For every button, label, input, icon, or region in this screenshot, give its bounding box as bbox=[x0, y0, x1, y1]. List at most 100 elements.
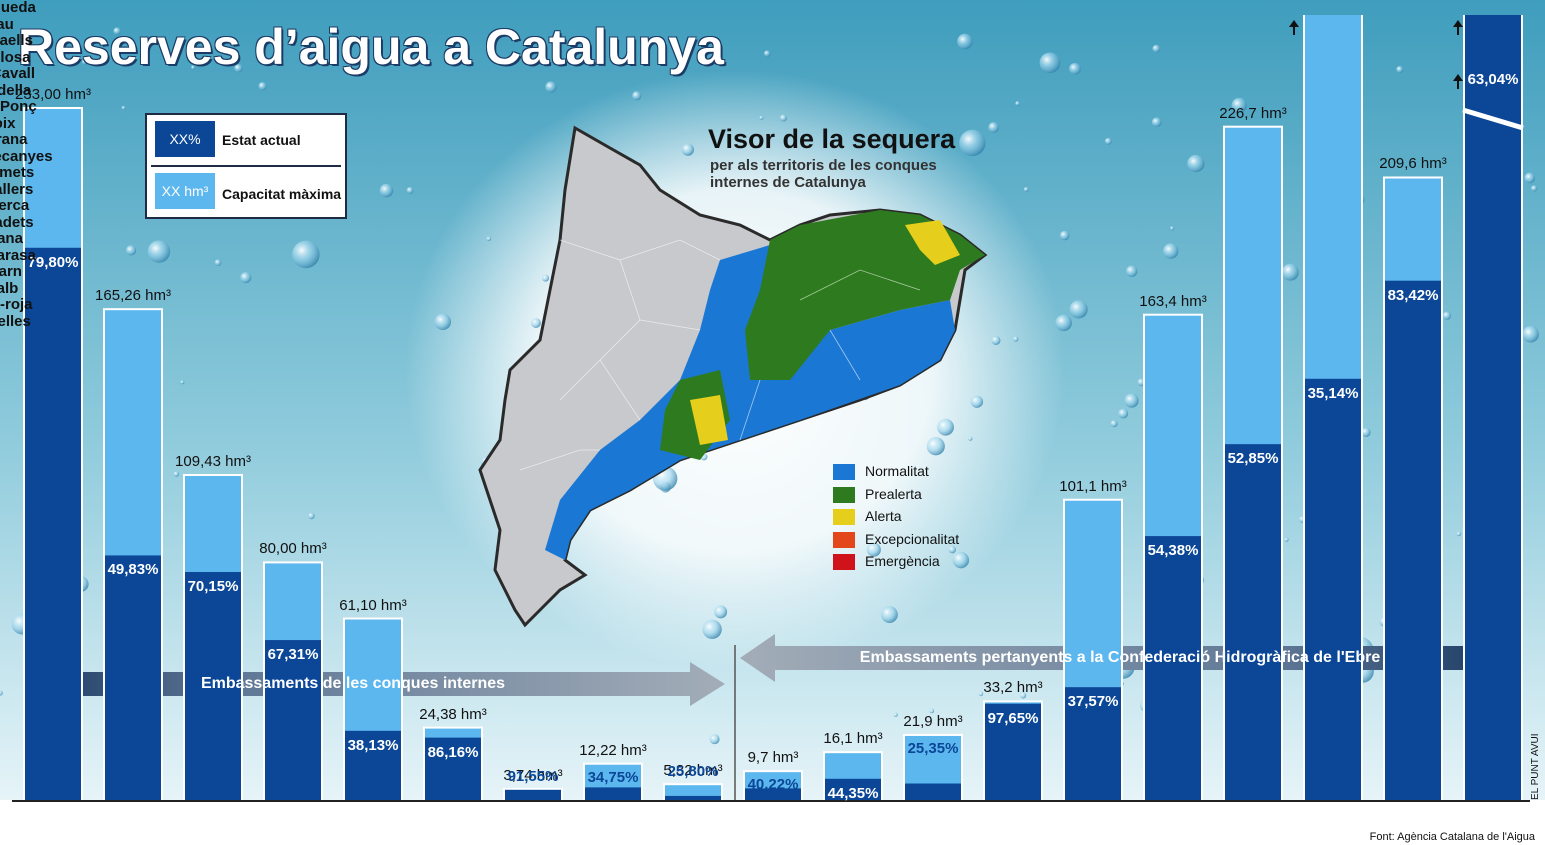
water-drop bbox=[180, 380, 185, 385]
category-text: Boadella bbox=[0, 81, 32, 99]
water-drop bbox=[948, 545, 956, 554]
current-bar bbox=[665, 795, 721, 800]
map-title: Visor de la sequera bbox=[708, 124, 956, 154]
capacity-label: 163,4 hm³ bbox=[1139, 292, 1207, 310]
water-drop bbox=[759, 115, 764, 120]
category-label: Riudecanyes bbox=[0, 148, 53, 166]
break-mark bbox=[1462, 107, 1524, 131]
water-drop bbox=[258, 82, 267, 91]
map-subtitle: per als territoris de les conques intern… bbox=[710, 157, 937, 191]
water-drop bbox=[1281, 263, 1299, 281]
water-drop bbox=[1013, 336, 1019, 342]
water-drop bbox=[1442, 311, 1452, 320]
category-label: Sau bbox=[0, 15, 40, 34]
water-drop bbox=[147, 240, 171, 263]
category-text: Susqueda bbox=[0, 0, 36, 16]
current-bar bbox=[585, 787, 641, 800]
water-drop bbox=[957, 33, 973, 50]
capacity-label: 21,9 hm³ bbox=[903, 712, 963, 730]
water-drop bbox=[531, 318, 541, 328]
category-text: La Baells bbox=[0, 32, 33, 49]
water-drop bbox=[1152, 44, 1161, 53]
legend-swatch: XX% bbox=[155, 121, 215, 157]
map-region-normal bbox=[545, 245, 955, 560]
water-drop bbox=[125, 245, 137, 256]
category-label: Talarn bbox=[0, 263, 40, 281]
water-drop bbox=[0, 122, 5, 128]
category-text: Oliana bbox=[0, 230, 23, 247]
water-drop bbox=[434, 313, 452, 331]
bars bbox=[23, 15, 1523, 801]
capacity-label: 101,1 hm³ bbox=[1059, 477, 1127, 495]
current-bar bbox=[265, 640, 321, 800]
water-drop bbox=[1151, 117, 1162, 128]
percent-label: 91,55% bbox=[507, 767, 559, 785]
water-drop bbox=[1361, 427, 1371, 437]
overflow-arrow bbox=[1453, 20, 1463, 35]
category-label: Oliana bbox=[0, 230, 40, 248]
category-label: Canelles bbox=[0, 313, 40, 331]
category-text: Sau bbox=[0, 15, 14, 33]
water-drop bbox=[978, 691, 984, 697]
water-drop bbox=[681, 143, 695, 156]
water-drop bbox=[1059, 230, 1070, 241]
water-drop bbox=[308, 512, 315, 520]
percent-label: 83,42% bbox=[1387, 286, 1439, 304]
category-text: Siurana bbox=[0, 131, 28, 148]
chart-title: Reserves d’aigua a Catalunya bbox=[18, 19, 724, 75]
current-bar bbox=[1305, 378, 1361, 800]
water-drop bbox=[880, 606, 898, 623]
category-text: Foix bbox=[0, 114, 16, 132]
water-drop bbox=[1069, 62, 1081, 75]
overflow-arrow bbox=[1453, 74, 1463, 89]
percent-label: 37,57% bbox=[1067, 692, 1119, 710]
current-bar bbox=[1225, 444, 1281, 800]
category-text: Riba-roja bbox=[0, 296, 33, 313]
current-bar bbox=[185, 572, 241, 800]
water-drop bbox=[893, 712, 898, 717]
capacity-label: 16,1 hm³ bbox=[823, 729, 883, 747]
legend-key: XX hm³ bbox=[161, 183, 209, 199]
capacity-label: 9,7 hm³ bbox=[747, 748, 799, 766]
overflow-markers bbox=[1289, 20, 1524, 131]
map bbox=[478, 125, 988, 628]
water-drop bbox=[714, 605, 728, 619]
capacity-label: 5,32 hm³ bbox=[663, 761, 723, 779]
water-drop bbox=[991, 335, 1001, 345]
map-region-alert bbox=[690, 395, 728, 445]
water-drop bbox=[1020, 692, 1027, 699]
water-drop bbox=[779, 114, 787, 122]
current-bar bbox=[1465, 15, 1521, 800]
category-text: Guiamets bbox=[0, 164, 35, 181]
capacity-label: 3,74 hm³ bbox=[503, 766, 563, 784]
category-label: Cavallers bbox=[0, 181, 40, 199]
water-drop bbox=[702, 619, 722, 639]
current-bar bbox=[425, 737, 481, 800]
water-drop bbox=[1531, 185, 1538, 192]
map-legend-label: Emergència bbox=[865, 553, 940, 569]
water-drop bbox=[1110, 420, 1118, 428]
water-drop bbox=[1396, 66, 1404, 74]
water-drop bbox=[300, 46, 311, 57]
legend-key: XX% bbox=[169, 131, 201, 147]
water-drop bbox=[1284, 537, 1289, 542]
current-bar bbox=[1145, 536, 1201, 800]
water-drop bbox=[952, 551, 970, 569]
percent-label: 97,65% bbox=[987, 709, 1039, 727]
legend-swatch: XX hm³ bbox=[155, 173, 215, 209]
water-drop bbox=[1456, 531, 1462, 537]
category-label: La Baells bbox=[0, 32, 40, 50]
water-drop bbox=[191, 65, 196, 70]
water-drop bbox=[545, 81, 557, 93]
water-drop bbox=[988, 122, 999, 133]
percent-label: 38,13% bbox=[347, 736, 399, 754]
water-drop bbox=[81, 59, 88, 65]
percent-label: 35,14% bbox=[1307, 384, 1359, 402]
water-drop bbox=[1170, 226, 1175, 231]
percent-label: 67,31% bbox=[267, 645, 319, 663]
water-drop bbox=[1069, 300, 1088, 319]
category-label: Baserca bbox=[0, 197, 40, 215]
percent-label: 44,35% bbox=[827, 784, 879, 802]
